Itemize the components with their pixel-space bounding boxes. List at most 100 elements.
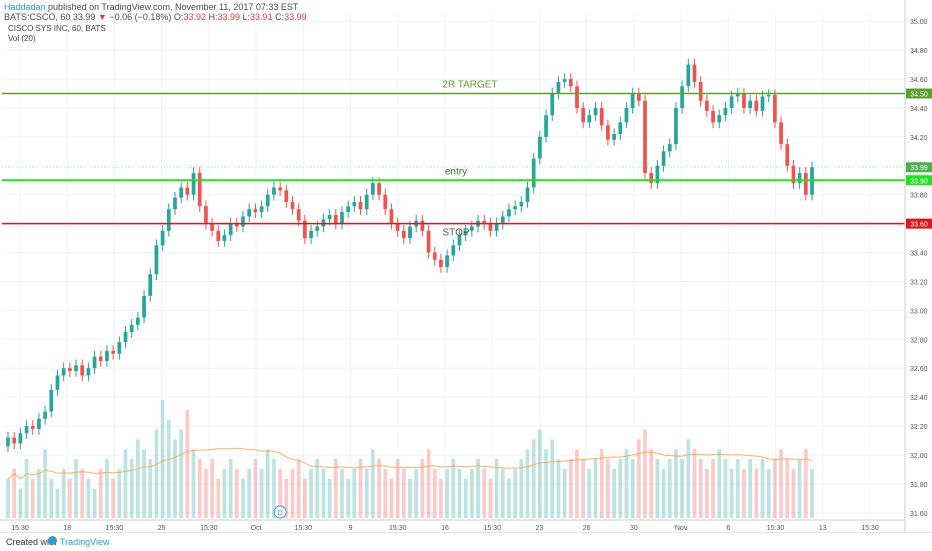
- volume-bar: [599, 449, 604, 518]
- volume-bar: [309, 468, 313, 518]
- volume-bar: [67, 478, 72, 518]
- volume-bar: [667, 459, 672, 518]
- candle-body: [587, 115, 592, 123]
- price-tick-label: 34.80: [910, 48, 928, 55]
- volume-bar: [358, 459, 363, 518]
- candle-body: [550, 93, 555, 116]
- price-candles: [6, 58, 814, 453]
- low-value: 33.91: [250, 12, 273, 22]
- candle-body: [179, 187, 184, 198]
- candle-body: [568, 79, 573, 87]
- candle-body: [519, 201, 524, 207]
- candle-body: [544, 115, 548, 137]
- volume-bar: [581, 459, 586, 518]
- level-label: entry: [445, 166, 467, 177]
- candle-body: [105, 350, 109, 361]
- candle-body: [531, 158, 536, 188]
- price-tag-label: 33.90: [910, 178, 928, 185]
- candle-body: [766, 94, 771, 97]
- volume-bar: [123, 449, 128, 518]
- low-label: L:: [242, 12, 251, 22]
- time-tick-label: 16: [441, 525, 449, 532]
- volume-bar: [445, 468, 449, 518]
- volume-bar: [791, 468, 796, 518]
- candle-body: [191, 173, 196, 195]
- volume-bars: [6, 400, 814, 518]
- candle-body: [49, 389, 54, 412]
- volume-bar: [488, 478, 493, 518]
- dividend-marker-icon: [273, 505, 287, 519]
- candle-body: [680, 86, 684, 108]
- volume-bar: [185, 409, 190, 518]
- volume-bar: [216, 478, 221, 518]
- candle-body: [667, 144, 672, 152]
- level-label: 2R TARGET: [442, 80, 497, 91]
- time-tick-label: 15:30: [483, 525, 501, 532]
- candle-body: [797, 173, 802, 184]
- candle-body: [636, 93, 641, 101]
- candle-body: [136, 317, 140, 325]
- candle-body: [760, 96, 765, 111]
- legend-title: CISCO SYS INC, 60, BATS: [8, 24, 106, 33]
- volume-bar: [476, 459, 480, 518]
- volume-bar: [401, 468, 406, 518]
- candle-body: [6, 437, 10, 447]
- candle-body: [166, 209, 171, 231]
- price-tick-label: 33.00: [910, 308, 928, 315]
- volume-bar: [173, 439, 177, 518]
- candle-body: [284, 190, 289, 202]
- candle-body: [185, 187, 190, 195]
- candle-body: [371, 183, 375, 195]
- price-change: −0.06 (−0.18%): [109, 12, 172, 22]
- candle-body: [469, 226, 474, 231]
- candle-body: [401, 230, 406, 239]
- candle-body: [86, 368, 91, 376]
- volume-bar: [779, 449, 783, 518]
- candle-body: [729, 96, 734, 108]
- price-tag-label: 34.50: [910, 92, 928, 99]
- volume-bar: [61, 468, 66, 518]
- author-link[interactable]: Haddadan: [4, 2, 46, 12]
- volume-bar: [315, 459, 320, 518]
- volume-bar: [773, 459, 777, 518]
- open-label: O:: [173, 12, 184, 22]
- footer: Created with TradingView: [0, 532, 932, 551]
- volume-bar: [272, 459, 276, 518]
- volume-bar: [74, 459, 78, 518]
- volume-bar: [705, 468, 709, 518]
- volume-bar: [636, 439, 641, 518]
- candle-body: [500, 216, 505, 224]
- volume-bar: [364, 468, 369, 518]
- candle-body: [525, 187, 530, 202]
- candle-body: [61, 368, 66, 376]
- last-price-tag-label: 33.99: [910, 165, 928, 172]
- volume-bar: [531, 439, 536, 518]
- candle-body: [624, 107, 629, 123]
- candle-body: [395, 223, 400, 231]
- volume-bar: [803, 449, 808, 518]
- volume-bar: [154, 429, 159, 518]
- tradingview-brand-link[interactable]: TradingView: [60, 537, 110, 547]
- candle-body: [612, 133, 616, 140]
- volume-bar: [234, 468, 239, 518]
- volume-bar: [352, 468, 357, 518]
- candle-body: [606, 125, 610, 140]
- volume-bar: [457, 468, 462, 518]
- volume-bar: [30, 478, 35, 518]
- candle-body: [742, 93, 746, 108]
- header: Haddadan published on TradingView.com, N…: [4, 2, 704, 22]
- candle-body: [426, 230, 431, 253]
- volume-average-line: [7, 447, 813, 480]
- volume-bar: [618, 459, 623, 518]
- time-tick-label: 9: [349, 525, 353, 532]
- volume-bar: [482, 468, 487, 518]
- candle-body: [698, 81, 703, 101]
- price-tick-label: 33.80: [910, 193, 928, 200]
- volume-bar: [86, 478, 91, 518]
- candle-body: [346, 206, 351, 213]
- volume-bar: [525, 449, 530, 518]
- price-tick-label: 32.00: [910, 453, 928, 460]
- legend-volume: Vol (20): [8, 34, 36, 43]
- volume-bar: [500, 468, 505, 518]
